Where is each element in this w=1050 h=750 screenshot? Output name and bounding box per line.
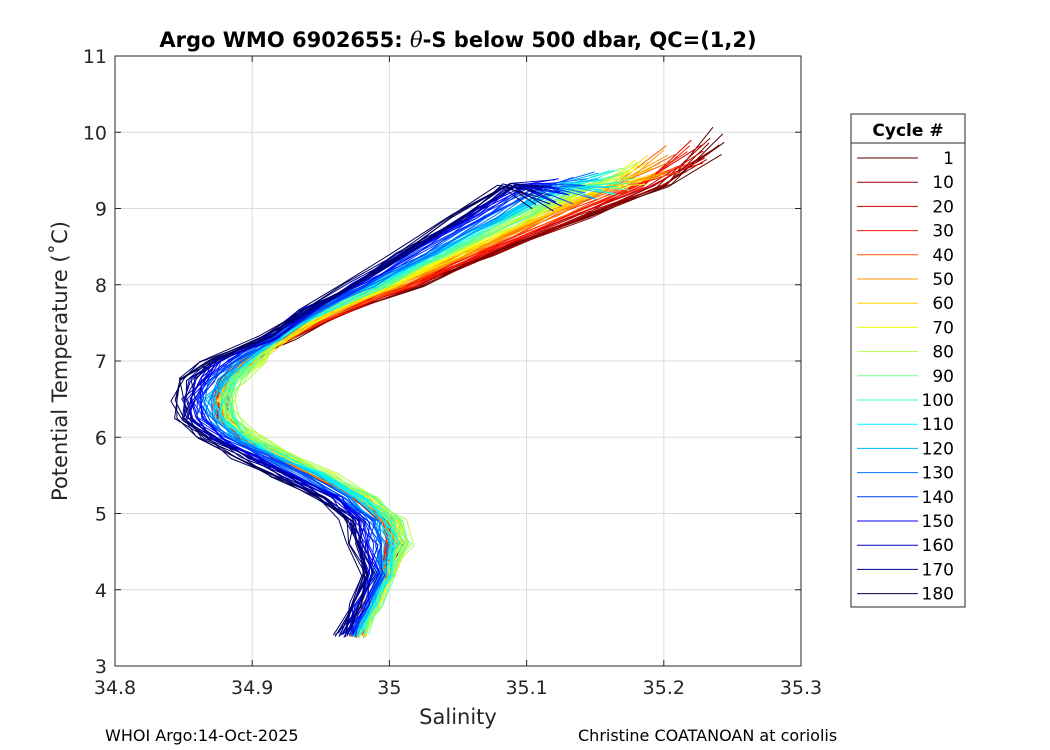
profile-line-cycle-170 — [183, 183, 554, 637]
profile-line-cycle-140 — [196, 183, 582, 636]
y-tick-label: 11 — [83, 46, 107, 68]
y-tick-label: 9 — [95, 199, 107, 221]
legend-label-30: 30 — [932, 222, 954, 242]
profile-line-cycle-80 — [234, 175, 634, 634]
legend-label-20: 20 — [932, 197, 954, 217]
profile-line-cycle-90 — [228, 183, 630, 635]
profile-line-cycle-120 — [205, 183, 602, 637]
chart-title-prefix: Argo WMO 6902655: — [159, 28, 410, 52]
y-tick-label: 8 — [95, 275, 107, 297]
profile-line-cycle-100 — [218, 182, 622, 634]
y-tick-label: 4 — [95, 580, 107, 602]
profile-line-cycle-140 — [191, 185, 574, 637]
profile-line-cycle-180 — [174, 182, 543, 636]
y-tick-label: 3 — [95, 656, 107, 678]
y-tick-label: 5 — [95, 504, 107, 526]
y-tick-label: 7 — [95, 351, 107, 373]
x-tick-label: 34.8 — [94, 677, 136, 699]
chart-title-suffix: -S below 500 dbar, QC=(1,2) — [423, 28, 757, 52]
profile-line-cycle-180 — [176, 186, 540, 635]
legend-label-180: 180 — [922, 585, 954, 605]
x-tick-label: 34.9 — [231, 677, 273, 699]
y-axis-label: Potential Temperature (˚C) — [48, 221, 72, 501]
legend-label-40: 40 — [932, 246, 954, 266]
legend-label-50: 50 — [932, 270, 954, 290]
footer-left: WHOI Argo:14-Oct-2025 — [105, 726, 299, 745]
x-axis-label: Salinity — [419, 705, 497, 729]
legend-label-150: 150 — [922, 512, 954, 532]
legend-label-130: 130 — [922, 464, 954, 484]
legend: Cycle # 11020304050607080901001101201301… — [850, 113, 966, 608]
legend-title: Cycle # — [872, 121, 943, 141]
x-tick-label: 35.3 — [780, 677, 822, 699]
legend-label-140: 140 — [922, 488, 954, 508]
chart-title: Argo WMO 6902655: θ-S below 500 dbar, QC… — [159, 28, 756, 52]
y-tick-label: 10 — [83, 122, 107, 144]
legend-label-120: 120 — [922, 439, 954, 459]
profile-line-cycle-130 — [200, 183, 594, 637]
legend-label-60: 60 — [932, 294, 954, 314]
legend-label-110: 110 — [922, 415, 954, 435]
footer-right: Christine COATANOAN at coriolis — [578, 726, 837, 745]
profile-line-cycle-140 — [200, 183, 570, 635]
legend-box — [850, 113, 966, 608]
legend-label-160: 160 — [922, 536, 954, 556]
profile-line-cycle-170 — [185, 183, 542, 638]
legend-label-80: 80 — [932, 343, 954, 363]
profiles — [170, 126, 725, 638]
profile-line-cycle-150 — [190, 182, 557, 635]
legend-entries: 1102030405060708090100110120130140150160… — [857, 149, 954, 605]
y-tick-label: 6 — [95, 427, 107, 449]
profile-line-cycle-180 — [174, 186, 533, 635]
profile-line-cycle-180 — [178, 184, 537, 636]
x-tick-label: 35.1 — [505, 677, 547, 699]
x-tick-label: 35.2 — [643, 677, 685, 699]
legend-label-170: 170 — [922, 560, 954, 580]
chart-title-theta: θ — [410, 28, 423, 52]
legend-label-1: 1 — [943, 149, 954, 169]
x-tick-label: 35 — [377, 677, 401, 699]
legend-label-10: 10 — [932, 173, 954, 193]
profile-line-cycle-70 — [219, 164, 641, 637]
legend-label-90: 90 — [932, 367, 954, 387]
legend-label-100: 100 — [922, 391, 954, 411]
legend-label-70: 70 — [932, 318, 954, 338]
axis-ticks: 34.8 34.9 35 35.1 35.2 35.3 3 4 5 6 7 8 9 10 11 — [83, 46, 822, 699]
profile-line-cycle-100 — [219, 175, 616, 637]
